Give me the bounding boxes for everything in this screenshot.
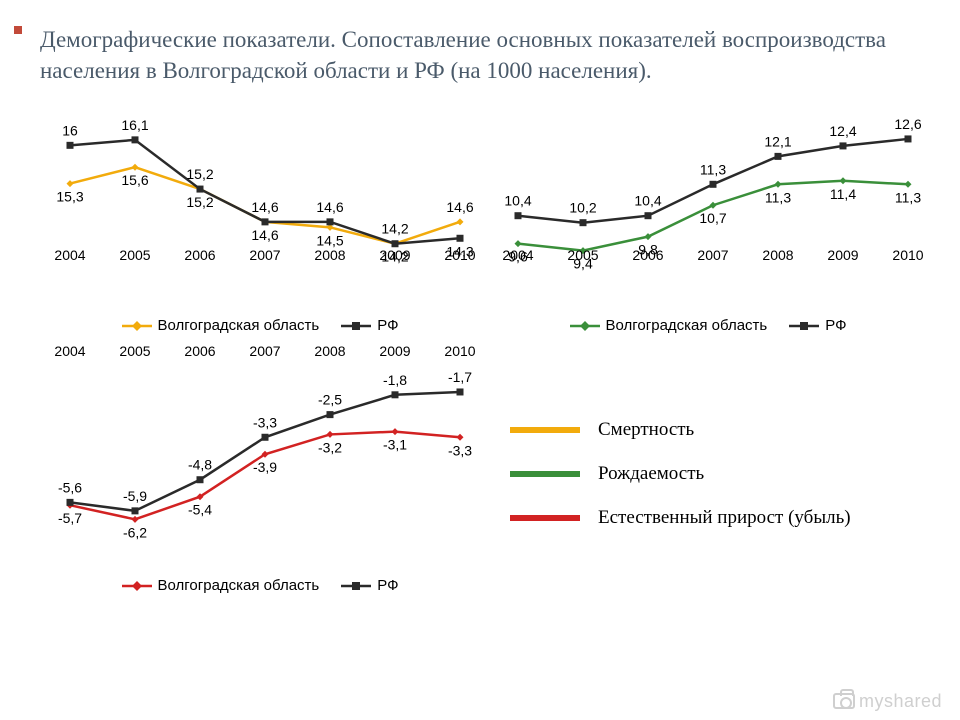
svg-text:11,4: 11,4 [830,186,856,202]
legend-label: РФ [377,577,398,594]
natinc-legend: Волгоградская область РФ [40,577,480,594]
svg-text:14,6: 14,6 [316,199,343,215]
svg-text:2004: 2004 [54,343,85,359]
svg-text:2005: 2005 [119,247,150,263]
legend-label: Волгоградская область [158,317,320,334]
svg-text:2006: 2006 [632,247,663,263]
svg-text:12,4: 12,4 [829,123,856,139]
legend-item: Волгоградская область [122,577,320,594]
birth-chart: 9,69,49,810,711,311,411,310,410,210,411,… [488,100,928,334]
key-row: Естественный прирост (убыль) [510,496,851,540]
svg-text:2009: 2009 [379,343,410,359]
svg-text:16: 16 [62,122,78,138]
svg-text:2007: 2007 [249,343,280,359]
slide-accent [14,26,22,34]
svg-text:14,6: 14,6 [251,199,278,215]
svg-text:14,6: 14,6 [251,227,278,243]
svg-text:15,2: 15,2 [186,166,213,182]
svg-text:2009: 2009 [827,247,858,263]
color-key-legend: Смертность Рождаемость Естественный прир… [510,408,851,540]
legend-label: РФ [377,317,398,334]
svg-text:-6,2: -6,2 [123,524,147,540]
svg-text:-3,3: -3,3 [448,442,472,458]
legend-item: Волгоградская область [570,317,768,334]
key-swatch [510,471,580,477]
watermark: myshared [833,691,942,712]
svg-text:2009: 2009 [379,247,410,263]
svg-text:2008: 2008 [314,343,345,359]
svg-text:2010: 2010 [444,343,475,359]
svg-text:-5,4: -5,4 [188,502,212,518]
legend-item: РФ [341,317,398,334]
legend-label: Волгоградская область [158,577,320,594]
svg-text:-3,3: -3,3 [253,414,277,430]
key-row: Смертность [510,408,851,452]
svg-text:14,5: 14,5 [316,232,343,248]
legend-item: РФ [789,317,846,334]
svg-text:2007: 2007 [249,247,280,263]
svg-text:12,6: 12,6 [894,116,921,132]
mortality-chart: 15,3 15,6 15,2 14,6 14,5 14,2 14,6 16 16,1 15,2 14… [40,100,480,334]
svg-text:-5,6: -5,6 [58,479,82,495]
svg-text:-3,9: -3,9 [253,459,277,475]
svg-text:-4,8: -4,8 [188,457,212,473]
svg-text:2004: 2004 [54,247,85,263]
svg-text:10,2: 10,2 [569,200,596,216]
svg-text:15,3: 15,3 [56,189,83,205]
svg-text:10,4: 10,4 [504,193,531,209]
legend-item: РФ [341,577,398,594]
svg-text:2007: 2007 [697,247,728,263]
key-swatch [510,515,580,521]
key-swatch [510,427,580,433]
svg-text:2006: 2006 [184,343,215,359]
key-label: Рождаемость [598,463,704,485]
legend-label: Волгоградская область [606,317,768,334]
svg-text:2010: 2010 [892,247,923,263]
top-charts-row: 15,3 15,6 15,2 14,6 14,5 14,2 14,6 16 16,1 15,2 14… [40,100,930,334]
svg-text:11,3: 11,3 [700,161,726,177]
legend-item: Волгоградская область [122,317,320,334]
svg-text:2008: 2008 [762,247,793,263]
svg-text:-2,5: -2,5 [318,392,342,408]
key-label: Естественный прирост (убыль) [598,507,851,529]
svg-text:2006: 2006 [184,247,215,263]
svg-text:15,6: 15,6 [121,172,148,188]
svg-text:12,1: 12,1 [764,133,791,149]
svg-text:-1,7: -1,7 [448,369,472,385]
key-row: Рождаемость [510,452,851,496]
svg-text:2005: 2005 [567,247,598,263]
svg-text:14,2: 14,2 [381,221,408,237]
key-label: Смертность [598,419,694,441]
camera-icon [833,693,855,709]
svg-text:-5,9: -5,9 [123,488,147,504]
birth-legend: Волгоградская область РФ [488,317,928,334]
svg-text:-1,8: -1,8 [383,372,407,388]
svg-text:11,3: 11,3 [895,189,921,205]
svg-text:2005: 2005 [119,343,150,359]
svg-text:-3,1: -3,1 [383,437,407,453]
svg-text:16,1: 16,1 [121,117,148,133]
svg-text:11,3: 11,3 [765,189,791,205]
natinc-chart: -5,7 -6,2 -5,4 -3,9 -3,2 -3,1 -3,3 -5,6 -5,9 -4,8… [40,340,480,594]
svg-text:2008: 2008 [314,247,345,263]
svg-text:10,4: 10,4 [634,193,661,209]
svg-text:10,7: 10,7 [699,210,726,226]
svg-text:14,6: 14,6 [446,199,473,215]
svg-text:2010: 2010 [444,247,475,263]
mortality-legend: Волгоградская область РФ [40,317,480,334]
svg-text:15,2: 15,2 [186,194,213,210]
svg-text:-3,2: -3,2 [318,440,342,456]
legend-label: РФ [825,317,846,334]
svg-text:2004: 2004 [502,247,533,263]
svg-text:-5,7: -5,7 [58,510,82,526]
slide-title: Демографические показатели. Сопоставлени… [40,24,930,86]
